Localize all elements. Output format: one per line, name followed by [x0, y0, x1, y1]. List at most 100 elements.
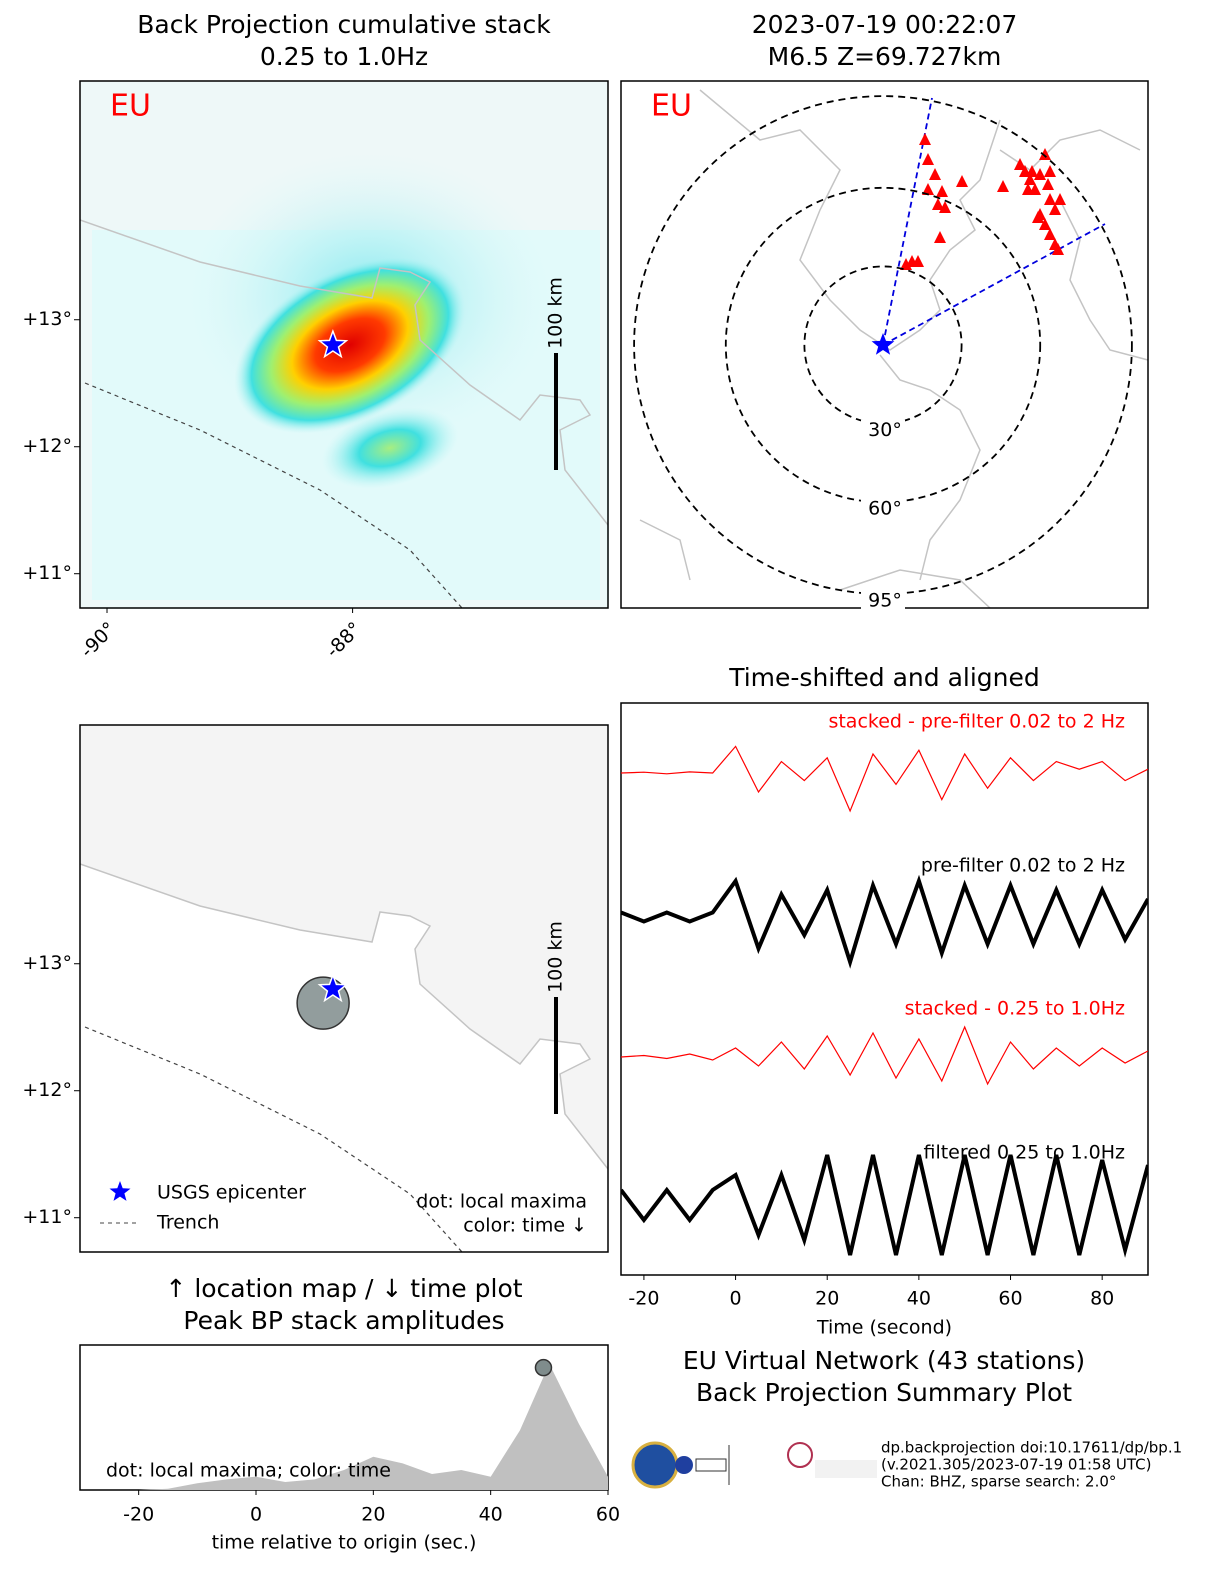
waveform — [621, 745, 1148, 813]
scale-label: 100 km — [545, 277, 567, 349]
station — [922, 183, 934, 195]
trace-label: filtered 0.25 to 1.0Hz — [923, 1142, 1125, 1164]
coastline — [80, 863, 608, 1170]
waveform — [621, 874, 1148, 969]
x-tick-label: 60 — [998, 1288, 1022, 1310]
station — [932, 198, 944, 210]
coastline — [80, 219, 608, 526]
x-tick-label: 0 — [250, 1504, 262, 1526]
station — [1042, 178, 1054, 190]
station — [1044, 165, 1056, 177]
heat-blob — [234, 256, 466, 434]
ring-label: 95° — [868, 589, 902, 611]
x-axis-label: Time (second) — [816, 1317, 952, 1339]
azimuth-line — [882, 223, 1106, 346]
station — [936, 185, 948, 197]
land — [80, 725, 608, 1169]
ring-label: 30° — [868, 419, 902, 441]
x-tick-label: 80 — [1090, 1288, 1114, 1310]
panel-title: 2023-07-19 00:22:07 — [752, 10, 1018, 39]
y-tick-label: +12° — [22, 1079, 72, 1101]
amplitude-area — [80, 1363, 608, 1490]
logo — [787, 1442, 813, 1468]
x-tick-label: 20 — [361, 1504, 385, 1526]
panel-frame — [79, 80, 609, 609]
station — [929, 168, 941, 180]
station — [1049, 203, 1061, 215]
y-tick-label: +12° — [22, 435, 72, 457]
panel-subtitle: 0.25 to 1.0Hz — [260, 42, 428, 71]
network-label: EU — [110, 89, 151, 124]
x-tick-label: -88° — [322, 618, 366, 662]
coastline — [639, 89, 1148, 608]
panel-title: Time-shifted and aligned — [728, 663, 1040, 692]
footer-line: Chan: BHZ, sparse search: 2.0° — [881, 1473, 1116, 1491]
y-tick-label: +13° — [22, 952, 72, 974]
local-maximum — [534, 1358, 553, 1377]
station — [1014, 158, 1026, 170]
x-tick-label: -20 — [628, 1288, 659, 1310]
x-tick-label: 0 — [730, 1288, 742, 1310]
x-tick-label: 40 — [907, 1288, 931, 1310]
station — [922, 153, 934, 165]
x-tick-label: 60 — [596, 1504, 620, 1526]
trace-label: stacked - pre-filter 0.02 to 2 Hz — [828, 711, 1125, 733]
x-axis-label: time relative to origin (sec.) — [212, 1532, 477, 1554]
legend-label: USGS epicenter — [157, 1182, 306, 1204]
panel-frame — [79, 724, 609, 1253]
heatmap-layer — [80, 81, 608, 608]
epicenter — [871, 333, 895, 355]
station — [1026, 165, 1038, 177]
legend-star — [109, 1181, 131, 1201]
station — [1039, 218, 1051, 230]
waveform — [621, 1025, 1148, 1086]
x-tick-label: 20 — [815, 1288, 839, 1310]
y-tick-label: +13° — [22, 308, 72, 330]
station — [900, 258, 912, 270]
waveform — [621, 1154, 1148, 1258]
footer-line: dp.backprojection doi:10.17611/dp/bp.1 — [881, 1439, 1182, 1457]
station — [1044, 193, 1056, 205]
panel-subtitle: Peak BP stack amplitudes — [183, 1306, 504, 1335]
x-tick-label: 40 — [479, 1504, 503, 1526]
footer-line: (v.2021.305/2023-07-19 01:58 UTC) — [881, 1456, 1151, 1474]
logo — [675, 1456, 693, 1474]
legend-label: Trench — [156, 1212, 219, 1234]
panel-subtitle: M6.5 Z=69.727km — [768, 42, 1002, 71]
station — [956, 175, 968, 187]
footer-subtitle: Back Projection Summary Plot — [696, 1378, 1072, 1407]
scale-label: 100 km — [545, 921, 567, 993]
epicenter — [317, 328, 349, 359]
ring-label: 60° — [868, 498, 902, 520]
logos — [631, 1441, 877, 1489]
y-tick-label: +11° — [22, 1206, 72, 1228]
logo — [815, 1460, 877, 1478]
station — [1044, 228, 1056, 240]
station — [934, 231, 946, 243]
panel-frame — [620, 702, 1149, 1276]
azimuth-line — [882, 97, 933, 346]
network-label: EU — [651, 89, 692, 124]
x-tick-label: -90° — [76, 618, 120, 662]
stations — [900, 133, 1066, 270]
station — [1039, 148, 1051, 160]
area-note: dot: local maxima; color: time — [106, 1460, 391, 1482]
station — [1054, 193, 1066, 205]
x-tick-label: -20 — [123, 1504, 154, 1526]
station — [997, 180, 1009, 192]
trench — [84, 1026, 463, 1252]
y-tick-label: +11° — [22, 562, 72, 584]
map-note: dot: local maxima — [416, 1191, 587, 1213]
footer-title: EU Virtual Network (43 stations) — [683, 1346, 1085, 1375]
logo — [631, 1441, 679, 1489]
heat-blob — [321, 407, 459, 489]
logo — [733, 1445, 777, 1480]
station — [912, 255, 924, 267]
epicenter — [317, 972, 349, 1003]
ring-label-bg — [861, 419, 905, 444]
trace-label: pre-filter 0.02 to 2 Hz — [921, 855, 1125, 877]
map-note: color: time ↓ — [463, 1215, 587, 1237]
station — [919, 133, 931, 145]
